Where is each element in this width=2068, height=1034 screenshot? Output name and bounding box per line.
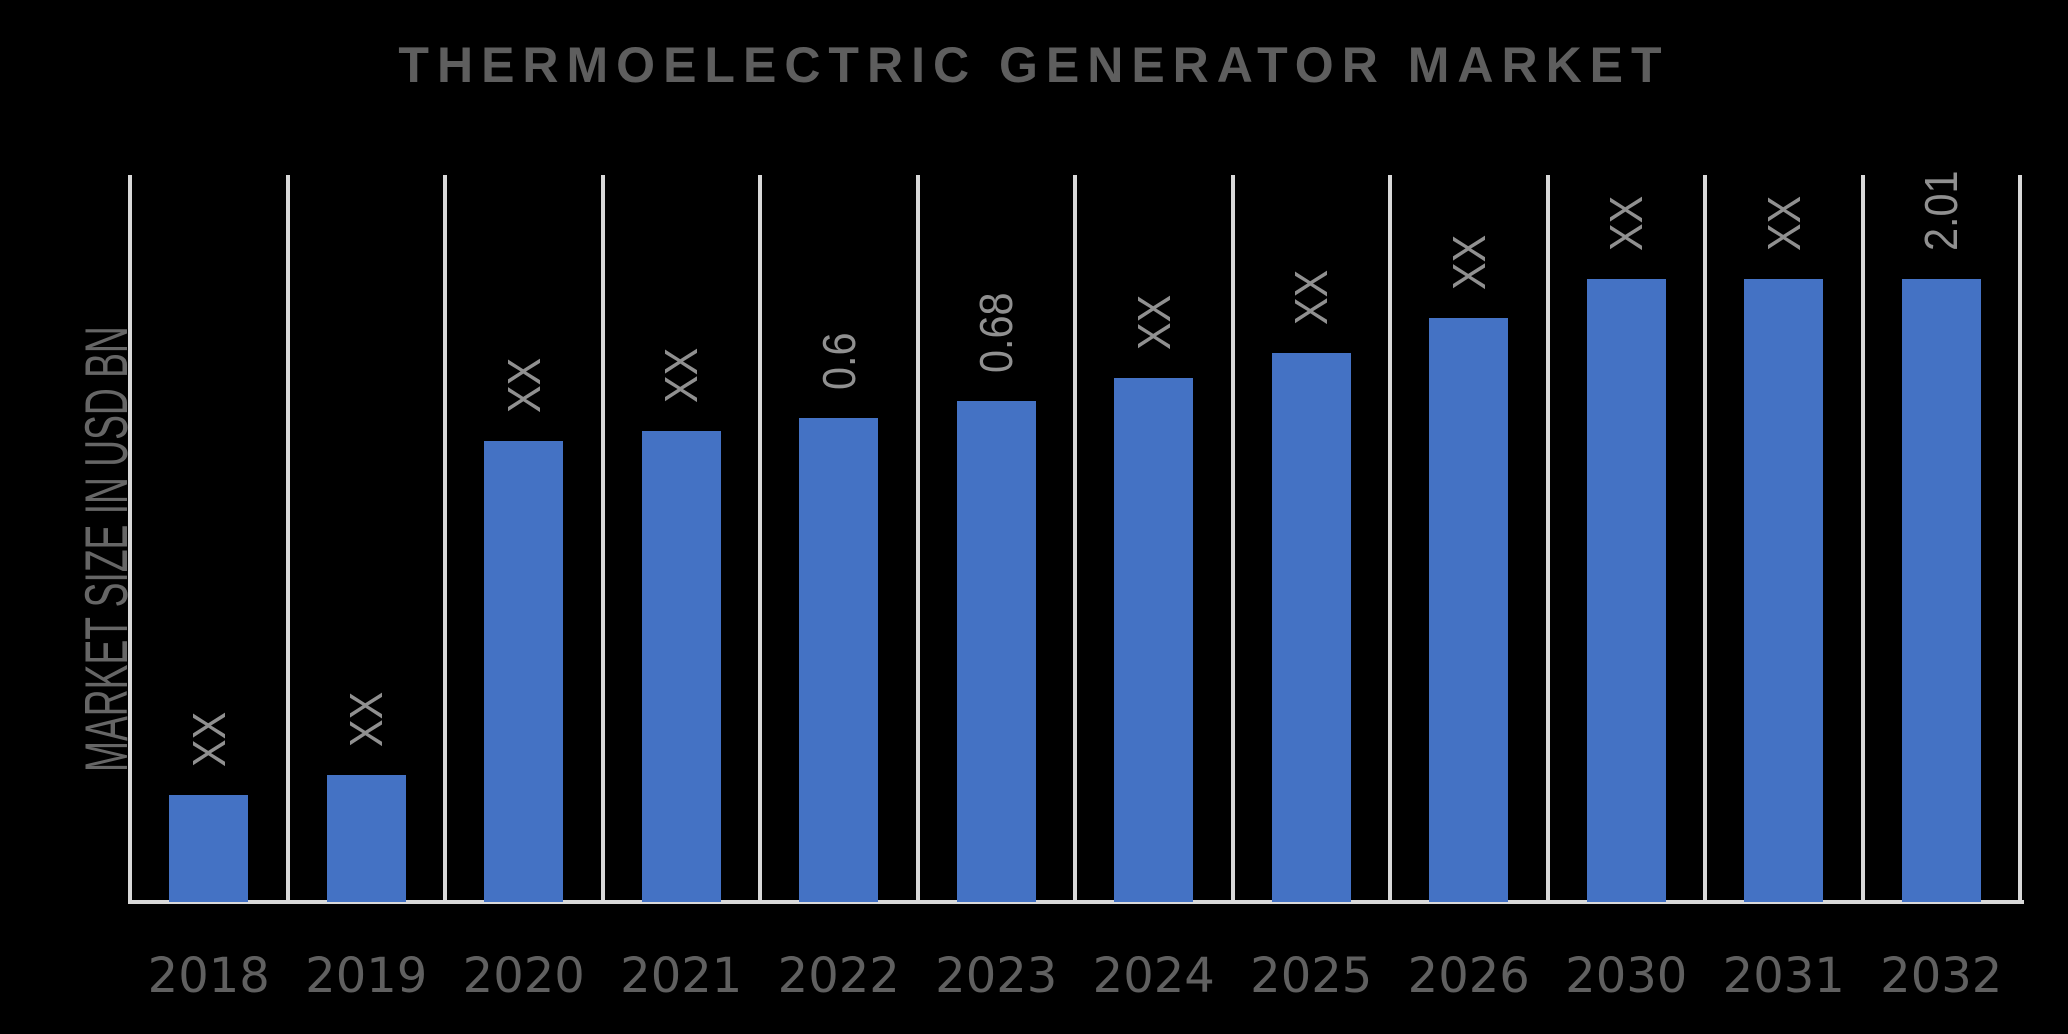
x-tick-label: 2021 [620,948,743,1004]
x-tick-label: 2032 [1880,948,2003,1004]
gridline [758,175,762,902]
bar [1586,279,1666,902]
gridline [1860,175,1865,902]
x-tick-label: 2024 [1092,948,1215,1004]
bar-value-label: 0.68 [970,292,1023,373]
bar-value-label: 2.01 [1915,170,1968,251]
bar-value-label: XX [1442,234,1495,290]
gridline [443,175,447,902]
bar [1429,318,1509,902]
gridline [600,175,605,902]
x-tick-label: 2030 [1565,948,1688,1004]
x-axis-line [128,900,2024,904]
bar-value-label: XX [340,691,393,747]
bar-value-label: XX [655,347,708,403]
gridline [1545,175,1550,902]
gridline [2018,175,2022,902]
gridline [1388,175,1392,902]
bar [1271,353,1351,902]
bar-value-label: XX [1127,294,1180,350]
gridline [915,175,920,902]
x-tick-label: 2022 [777,948,900,1004]
bar [169,795,249,902]
bar [799,418,879,902]
bar-value-label: XX [1757,195,1810,251]
bar-value-label: XX [1285,269,1338,325]
gridline [1703,175,1707,902]
x-tick-label: 2019 [305,948,428,1004]
x-tick-label: 2020 [462,948,585,1004]
chart-title: THERMOELECTRIC GENERATOR MARKET [398,37,1670,93]
bar [1114,378,1194,902]
gridline [1073,175,1077,902]
bar-value-label: 0.6 [812,332,865,390]
bar [1901,279,1981,902]
bar [1744,279,1824,902]
bar-value-label: XX [182,711,235,767]
bar [484,441,564,902]
x-tick-label: 2031 [1722,948,1845,1004]
x-tick-label: 2023 [935,948,1058,1004]
bar [641,431,721,902]
x-tick-label: 2025 [1250,948,1373,1004]
gridline [128,175,132,902]
x-tick-label: 2026 [1407,948,1530,1004]
bar [326,775,406,902]
bar-value-label: XX [497,357,550,413]
gridline [285,175,290,902]
x-tick-label: 2018 [147,948,270,1004]
bar-value-label: XX [1600,195,1653,251]
gridline [1230,175,1235,902]
bar [956,401,1036,902]
